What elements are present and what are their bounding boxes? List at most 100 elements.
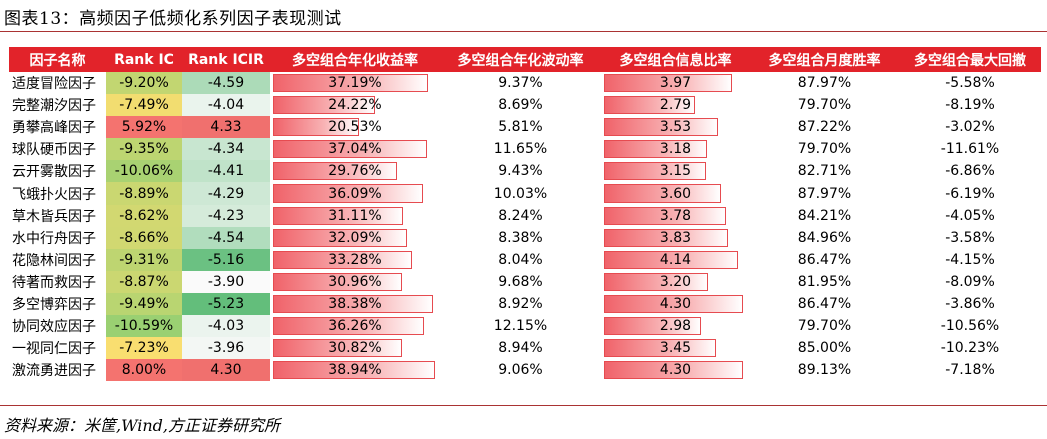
cell-info-ratio-text: 3.60	[659, 185, 692, 202]
cell-annual-volatility-text: 9.06%	[498, 362, 543, 379]
cell-rank-ic: -8.62%	[106, 204, 182, 227]
cell-max-drawdown: -10.56%	[899, 315, 1041, 337]
cell-max-drawdown: -4.05%	[899, 205, 1041, 227]
cell-rank-ic: -9.49%	[106, 292, 182, 316]
cell-factor-name: 草木皆兵因子	[9, 205, 106, 227]
cell-factor-name: 勇攀高峰因子	[9, 116, 106, 138]
cell-annual-volatility: 8.69%	[440, 94, 601, 116]
cell-factor-name: 适度冒险因子	[9, 72, 106, 94]
cell-rank-ic: -9.20%	[106, 72, 182, 95]
cell-rank-icir-text: -4.04	[207, 97, 245, 114]
cell-max-drawdown: -4.15%	[899, 249, 1041, 271]
cell-monthly-win-rate: 87.22%	[750, 116, 899, 138]
cell-max-drawdown: -8.09%	[899, 271, 1041, 293]
info-ratio-data-bar	[604, 140, 707, 159]
return-data-bar	[273, 140, 427, 159]
cell-max-drawdown: -6.19%	[899, 182, 1041, 204]
cell-rank-icir-text: -4.59	[207, 75, 245, 92]
cell-annual-return: 30.96%	[270, 271, 440, 293]
cell-max-drawdown-text: -11.61%	[940, 141, 1000, 158]
cell-max-drawdown: -7.18%	[899, 359, 1041, 381]
cell-info-ratio: 3.20	[601, 271, 750, 293]
cell-monthly-win-rate: 79.70%	[750, 94, 899, 116]
cell-monthly-win-rate: 86.47%	[750, 293, 899, 315]
cell-max-drawdown-text: -7.18%	[945, 362, 995, 379]
cell-monthly-win-rate: 84.21%	[750, 205, 899, 227]
header-max-drawdown: 多空组合最大回撤	[899, 47, 1041, 72]
cell-rank-ic-text: -10.59%	[114, 318, 174, 335]
cell-annual-volatility-text: 9.68%	[498, 273, 543, 290]
cell-factor-name: 飞蛾扑火因子	[9, 182, 106, 204]
cell-max-drawdown-text: -6.19%	[945, 185, 995, 202]
cell-info-ratio-text: 4.30	[659, 362, 692, 379]
info-ratio-data-bar	[604, 294, 743, 314]
return-data-bar	[273, 74, 428, 93]
cell-rank-icir: -5.16	[182, 248, 270, 271]
cell-annual-volatility: 8.04%	[440, 249, 601, 271]
cell-info-ratio: 3.53	[601, 116, 750, 138]
cell-monthly-win-rate-text: 79.70%	[797, 141, 852, 158]
cell-annual-return: 36.26%	[270, 315, 440, 337]
cell-annual-return-text: 31.11%	[328, 207, 382, 224]
cell-monthly-win-rate: 87.97%	[750, 72, 899, 94]
cell-annual-return-text: 38.94%	[328, 362, 382, 379]
cell-annual-return-text: 30.96%	[328, 273, 382, 290]
info-ratio-data-bar	[604, 118, 718, 137]
cell-monthly-win-rate-text: 85.00%	[797, 340, 852, 357]
cell-rank-ic-text: 5.92%	[121, 119, 167, 136]
cell-factor-name-text: 云开雾散因子	[12, 164, 96, 181]
cell-info-ratio: 3.78	[601, 205, 750, 227]
cell-annual-return-text: 24.22%	[328, 97, 382, 114]
cell-annual-volatility-text: 8.92%	[498, 295, 543, 312]
table-row: 完整潮汐因子 -7.49% -4.04 24.22% 8.69% 2.79 79.70% -8…	[9, 94, 1041, 117]
table-row: 一视同仁因子 -7.23% -3.96 30.82% 8.94% 3.45 85.00% -1…	[9, 337, 1041, 360]
cell-info-ratio-text: 2.79	[659, 97, 692, 114]
cell-annual-volatility: 9.68%	[440, 271, 601, 293]
cell-annual-volatility: 9.06%	[440, 359, 601, 381]
cell-max-drawdown: -11.61%	[899, 138, 1041, 160]
cell-max-drawdown-text: -3.02%	[945, 119, 995, 136]
cell-rank-ic-text: -8.66%	[119, 229, 169, 246]
cell-rank-ic: 5.92%	[106, 116, 182, 139]
cell-rank-icir: -4.59	[182, 72, 270, 95]
cell-info-ratio: 4.30	[601, 359, 750, 381]
cell-rank-icir-text: 4.30	[210, 362, 242, 379]
cell-info-ratio: 4.30	[601, 293, 750, 315]
cell-factor-name: 水中行舟因子	[9, 227, 106, 249]
cell-rank-icir: -3.96	[182, 337, 270, 360]
cell-rank-ic-text: -7.49%	[119, 97, 169, 114]
cell-annual-return: 20.53%	[270, 116, 440, 138]
table-row: 待著而救因子 -8.87% -3.90 30.96% 9.68% 3.20 81.95% -8…	[9, 270, 1041, 293]
cell-rank-icir: -4.23	[182, 204, 270, 227]
cell-max-drawdown-text: -5.58%	[945, 75, 995, 92]
cell-info-ratio: 3.83	[601, 227, 750, 249]
cell-rank-ic: -10.06%	[106, 160, 182, 183]
info-ratio-data-bar	[604, 317, 701, 336]
cell-monthly-win-rate-text: 84.96%	[797, 229, 852, 246]
cell-factor-name: 待著而救因子	[9, 271, 106, 293]
cell-max-drawdown-text: -10.56%	[940, 318, 1000, 335]
cell-rank-icir-text: -3.90	[207, 273, 245, 290]
cell-annual-return: 29.76%	[270, 160, 440, 182]
cell-info-ratio-text: 3.20	[659, 273, 692, 290]
table-row: 花隐林间因子 -9.31% -5.16 33.28% 8.04% 4.14 86.47% -4…	[9, 248, 1041, 271]
cell-factor-name-text: 球队硬币因子	[12, 142, 96, 159]
cell-monthly-win-rate: 79.70%	[750, 315, 899, 337]
return-data-bar	[273, 96, 375, 115]
cell-info-ratio-text: 4.14	[659, 251, 692, 268]
cell-rank-icir: -4.34	[182, 138, 270, 161]
cell-annual-volatility: 11.65%	[440, 138, 601, 160]
cell-annual-volatility-text: 12.15%	[493, 318, 548, 335]
cell-max-drawdown-text: -3.58%	[945, 229, 995, 246]
cell-annual-volatility: 12.15%	[440, 315, 601, 337]
cell-info-ratio-text: 4.30	[659, 295, 692, 312]
cell-rank-ic-text: -9.49%	[119, 295, 169, 312]
return-data-bar	[273, 317, 424, 336]
return-data-bar	[273, 206, 403, 225]
cell-rank-ic-text: -10.06%	[114, 163, 174, 180]
cell-rank-icir: 4.33	[182, 116, 270, 139]
cell-rank-ic: -7.49%	[106, 94, 182, 117]
info-ratio-data-bar	[604, 272, 708, 291]
cell-info-ratio: 2.98	[601, 315, 750, 337]
cell-rank-ic-text: -8.62%	[119, 207, 169, 224]
